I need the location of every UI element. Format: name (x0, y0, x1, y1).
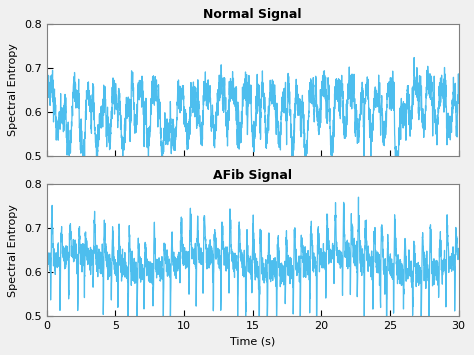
Y-axis label: Spectral Entropy: Spectral Entropy (9, 204, 18, 297)
Title: Normal Signal: Normal Signal (203, 8, 302, 21)
Title: AFib Signal: AFib Signal (213, 169, 292, 182)
Y-axis label: Spectral Entropy: Spectral Entropy (9, 43, 18, 136)
X-axis label: Time (s): Time (s) (230, 337, 275, 347)
